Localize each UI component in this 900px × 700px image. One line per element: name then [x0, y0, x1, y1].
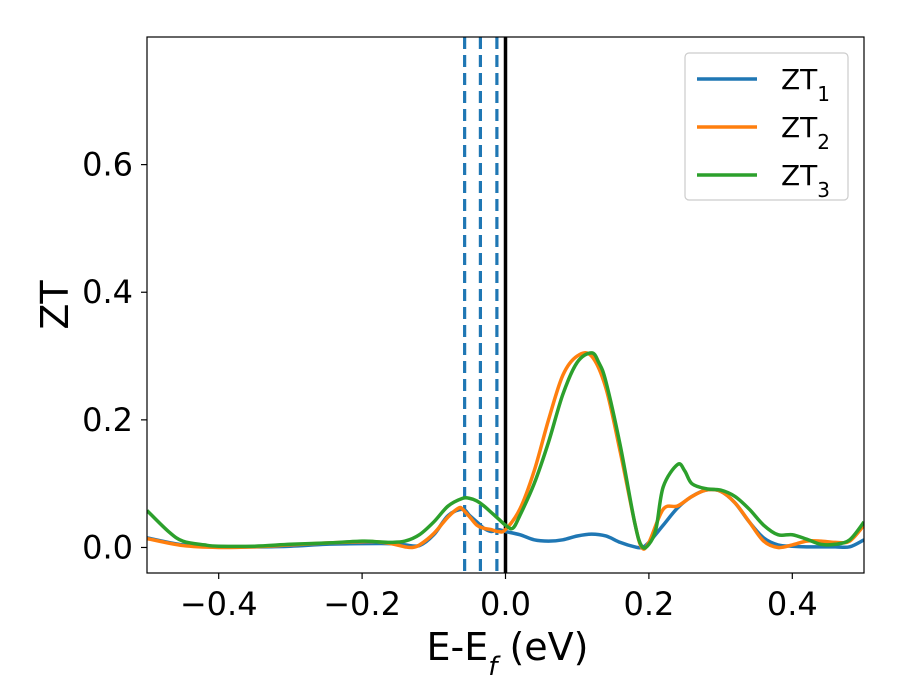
axis-ticks: −0.4 −0.2 0.0 0.2 0.4 0.0 0.2 0.4 0.6 [82, 146, 818, 623]
y-tick-label: 0.6 [82, 146, 133, 184]
x-tick-label: 0.2 [623, 585, 674, 623]
y-axis-label: ZT [33, 280, 77, 330]
y-tick-label: 0.2 [82, 401, 133, 439]
x-axis-label-unit: (eV) [497, 625, 588, 669]
x-tick-label: −0.2 [323, 585, 401, 623]
x-tick-label: 0.4 [767, 585, 818, 623]
x-axis-label: E-Ef (eV) [427, 625, 589, 682]
x-tick-label: 0.0 [480, 585, 531, 623]
reference-lines [465, 37, 506, 573]
x-axis-label-main: E-E [427, 625, 489, 669]
x-tick-label: −0.4 [180, 585, 258, 623]
y-tick-label: 0.4 [82, 273, 133, 311]
y-tick-label: 0.0 [82, 528, 133, 566]
